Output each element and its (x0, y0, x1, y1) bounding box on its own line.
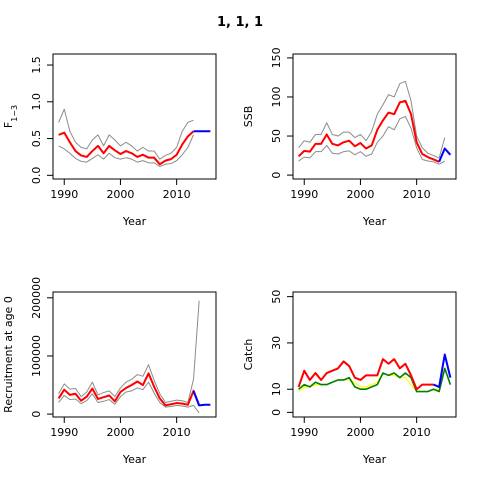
series-line-lower (58, 381, 200, 414)
x-tick-label: 2000 (346, 426, 374, 439)
y-tick-label: 0 (270, 172, 283, 179)
x-tick-label: 2000 (106, 188, 134, 201)
x-tick-label: 1990 (290, 426, 318, 439)
series-line-lower (58, 134, 194, 167)
y-tick-label: 100 (270, 86, 283, 107)
x-tick-label: 2000 (106, 426, 134, 439)
series-line-upper (58, 108, 194, 160)
x-tick-label: 2010 (163, 188, 191, 201)
figure-title: 1, 1, 1 (217, 15, 263, 30)
series-line-lower (298, 116, 446, 165)
y-axis-title: Recruitment at age 0 (2, 296, 15, 413)
y-tick-label: 0 (30, 411, 43, 418)
x-axis-title: Year (122, 215, 147, 228)
y-tick-label: 100000 (30, 335, 43, 377)
x-tick-label: 2010 (403, 426, 431, 439)
y-axis-title: Catch (242, 339, 255, 371)
x-tick-label: 2010 (163, 426, 191, 439)
series-line-upper (298, 80, 446, 159)
x-tick-label: 2010 (403, 188, 431, 201)
x-axis-title: Year (362, 453, 387, 466)
y-tick-label: 50 (270, 290, 283, 304)
plot-frame (292, 291, 457, 418)
y-tick-label: 0 (270, 409, 283, 416)
x-tick-label: 1990 (50, 426, 78, 439)
y-tick-label: 0.5 (30, 130, 43, 148)
panel-catch: 1990 2000 2010 0 10 30 50 Year Catch (242, 290, 457, 466)
x-axis-title: Year (362, 215, 387, 228)
series-line-projection (433, 353, 452, 388)
panel-ssb: 1990 2000 2010 0 50 100 150 Year SSB (242, 47, 457, 228)
y-tick-label: 1.5 (30, 56, 43, 74)
series-line-projection (192, 390, 211, 407)
y-axis-title-subscript: 1−3 (10, 105, 19, 122)
series-line-estimate (297, 358, 434, 391)
x-tick-label: 1990 (290, 188, 318, 201)
series-line-projection (438, 147, 452, 163)
x-axis-title: Year (122, 453, 147, 466)
x-tick-label: 1990 (50, 188, 78, 201)
series-line-estimate (58, 130, 195, 166)
series-line-estimate (297, 99, 440, 163)
y-tick-label: 0.0 (30, 167, 43, 185)
series-line-upper (58, 300, 200, 403)
y-tick-label: 10 (270, 382, 283, 396)
y-tick-label: 30 (270, 336, 283, 350)
y-tick-label: 200000 (30, 277, 43, 319)
plot-frame (52, 53, 217, 180)
plot-frame (292, 53, 457, 180)
y-axis-title: SSB (242, 106, 255, 128)
y-tick-label: 150 (270, 47, 283, 68)
y-tick-label: 1.0 (30, 93, 43, 111)
series-line-estimate (57, 372, 201, 407)
panel-recruitment: 1990 2000 2010 0 100000 200000 Year Recruitment… (2, 277, 217, 466)
plot-frame (52, 291, 217, 418)
x-tick-label: 2000 (346, 188, 374, 201)
y-tick-label: 50 (270, 129, 283, 143)
series-line-observed (298, 367, 452, 393)
